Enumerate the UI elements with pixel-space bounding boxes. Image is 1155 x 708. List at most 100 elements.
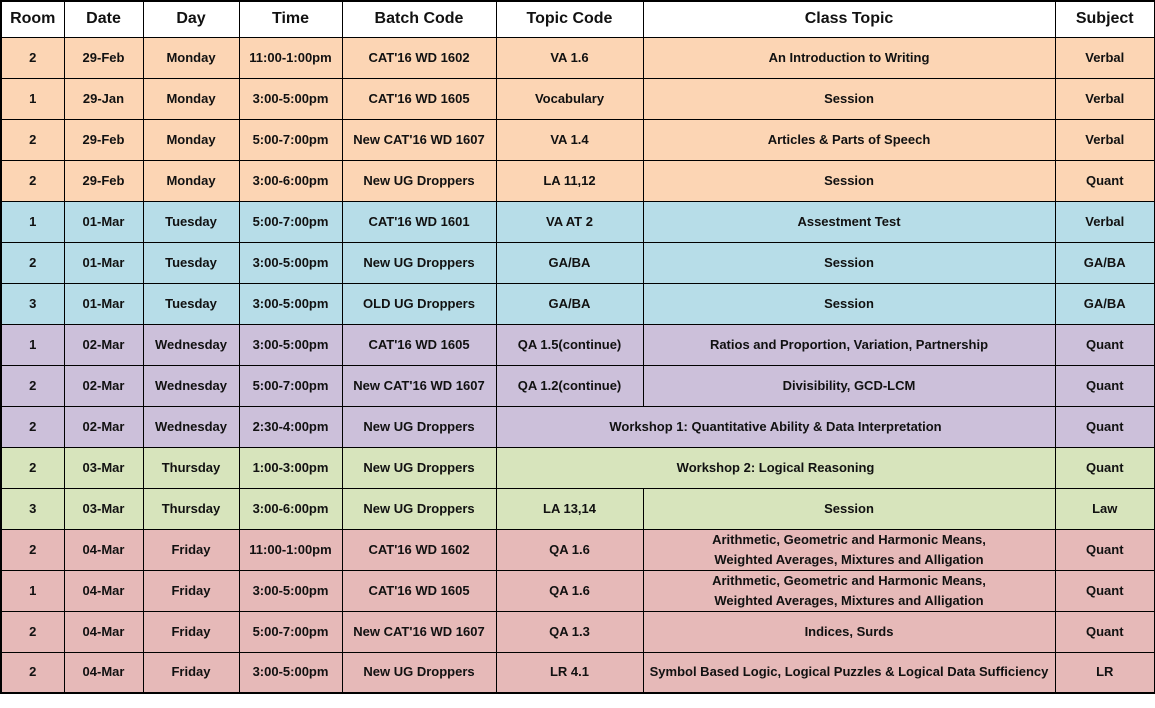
class-topic-cell: Divisibility, GCD-LCM — [642, 364, 1056, 407]
day-cell: Tuesday — [142, 282, 240, 325]
class-topic-line: Ratios and Proportion, Variation, Partne… — [709, 336, 989, 352]
batch-code-cell: New UG Droppers — [341, 487, 497, 530]
batch-code-cell: New UG Droppers — [341, 159, 497, 202]
batch-code-cell: New UG Droppers — [341, 651, 497, 694]
subject-cell: Quant — [1054, 569, 1155, 612]
class-topic-cell: Indices, Surds — [642, 610, 1056, 653]
time-cell: 5:00-7:00pm — [238, 200, 343, 243]
class-topic-line: Weighted Averages, Mixtures and Alligati… — [714, 592, 984, 608]
topic-code-cell: GA/BA — [495, 282, 644, 325]
time-cell: 11:00-1:00pm — [238, 36, 343, 79]
schedule-body: 2 29-Feb Monday 11:00-1:00pm CAT'16 WD 1602 V… — [0, 36, 1155, 694]
table-row: 1 29-Jan Monday 3:00-5:00pm CAT'16 WD 1605 Vo… — [0, 77, 1155, 120]
col-header-room: Room — [0, 0, 65, 38]
class-topic-cell: Articles & Parts of Speech — [642, 118, 1056, 161]
day-cell: Monday — [142, 36, 240, 79]
time-cell: 3:00-6:00pm — [238, 487, 343, 530]
date-cell: 29-Jan — [63, 77, 144, 120]
subject-cell: Verbal — [1054, 36, 1155, 79]
subject-cell: Quant — [1054, 159, 1155, 202]
time-cell: 3:00-6:00pm — [238, 159, 343, 202]
header-row: Room Date Day Time Batch Code Topic Code… — [0, 0, 1155, 38]
room-cell: 2 — [0, 159, 65, 202]
batch-code-cell: CAT'16 WD 1605 — [341, 77, 497, 120]
class-topic-line: Arithmetic, Geometric and Harmonic Means… — [712, 531, 986, 547]
room-cell: 3 — [0, 487, 65, 530]
table-row: 2 01-Mar Tuesday 3:00-5:00pm New UG Droppers… — [0, 241, 1155, 284]
col-header-day: Day — [142, 0, 240, 38]
date-cell: 29-Feb — [63, 118, 144, 161]
day-cell: Friday — [142, 610, 240, 653]
time-cell: 3:00-5:00pm — [238, 651, 343, 694]
class-topic-cell: Session — [642, 282, 1056, 325]
class-topic-line: Weighted Averages, Mixtures and Alligati… — [714, 551, 984, 567]
subject-cell: Quant — [1054, 323, 1155, 366]
date-cell: 02-Mar — [63, 323, 144, 366]
table-row: 3 01-Mar Tuesday 3:00-5:00pm OLD UG Droppers… — [0, 282, 1155, 325]
class-topic-cell: Arithmetic, Geometric and Harmonic Means… — [642, 528, 1056, 571]
batch-code-cell: New CAT'16 WD 1607 — [341, 610, 497, 653]
class-topic-line: Indices, Surds — [804, 623, 894, 639]
batch-code-cell: CAT'16 WD 1602 — [341, 36, 497, 79]
class-topic-cell: Session — [642, 241, 1056, 284]
class-topic-line: Session — [824, 295, 874, 311]
table-row: 2 03-Mar Thursday 1:00-3:00pm New UG Dropper… — [0, 446, 1155, 489]
batch-code-cell: New UG Droppers — [341, 405, 497, 448]
class-topic-cell: Session — [642, 159, 1056, 202]
class-topic-cell: Assestment Test — [642, 200, 1056, 243]
table-row: 1 04-Mar Friday 3:00-5:00pm CAT'16 WD 1605 QA… — [0, 569, 1155, 612]
class-topic-line: Session — [824, 90, 874, 106]
date-cell: 01-Mar — [63, 241, 144, 284]
topic-code-cell: QA 1.5(continue) — [495, 323, 644, 366]
room-cell: 2 — [0, 364, 65, 407]
room-cell: 2 — [0, 610, 65, 653]
table-row: 2 02-Mar Wednesday 5:00-7:00pm New CAT'16 WD… — [0, 364, 1155, 407]
topic-code-cell: VA 1.4 — [495, 118, 644, 161]
subject-cell: Quant — [1054, 528, 1155, 571]
date-cell: 03-Mar — [63, 446, 144, 489]
subject-cell: Quant — [1054, 446, 1155, 489]
class-topic-line: Divisibility, GCD-LCM — [782, 377, 916, 393]
date-cell: 03-Mar — [63, 487, 144, 530]
subject-cell: GA/BA — [1054, 282, 1155, 325]
room-cell: 1 — [0, 200, 65, 243]
class-topic-line: Assestment Test — [797, 213, 901, 229]
batch-code-cell: New UG Droppers — [341, 241, 497, 284]
batch-code-cell: OLD UG Droppers — [341, 282, 497, 325]
class-topic-cell: Workshop 2: Logical Reasoning — [495, 446, 1056, 489]
col-header-time: Time — [238, 0, 343, 38]
date-cell: 04-Mar — [63, 528, 144, 571]
topic-code-cell: QA 1.3 — [495, 610, 644, 653]
class-topic-cell: Session — [642, 487, 1056, 530]
date-cell: 04-Mar — [63, 610, 144, 653]
table-row: 1 02-Mar Wednesday 3:00-5:00pm CAT'16 WD 160… — [0, 323, 1155, 366]
time-cell: 3:00-5:00pm — [238, 282, 343, 325]
table-row: 2 04-Mar Friday 11:00-1:00pm CAT'16 WD 1602 Q… — [0, 528, 1155, 571]
class-topic-cell: An Introduction to Writing — [642, 36, 1056, 79]
col-header-class-topic: Class Topic — [642, 0, 1056, 38]
class-topic-cell: Ratios and Proportion, Variation, Partne… — [642, 323, 1056, 366]
time-cell: 2:30-4:00pm — [238, 405, 343, 448]
table-row: 2 29-Feb Monday 5:00-7:00pm New CAT'16 WD 16… — [0, 118, 1155, 161]
time-cell: 5:00-7:00pm — [238, 118, 343, 161]
date-cell: 04-Mar — [63, 569, 144, 612]
col-header-subject: Subject — [1054, 0, 1155, 38]
topic-code-cell: LA 13,14 — [495, 487, 644, 530]
class-topic-line: Arithmetic, Geometric and Harmonic Means… — [712, 572, 986, 588]
day-cell: Wednesday — [142, 405, 240, 448]
subject-cell: Verbal — [1054, 118, 1155, 161]
day-cell: Thursday — [142, 446, 240, 489]
table-row: 2 29-Feb Monday 3:00-6:00pm New UG Droppers L… — [0, 159, 1155, 202]
batch-code-cell: CAT'16 WD 1601 — [341, 200, 497, 243]
date-cell: 04-Mar — [63, 651, 144, 694]
date-cell: 02-Mar — [63, 405, 144, 448]
day-cell: Monday — [142, 159, 240, 202]
col-header-batch-code: Batch Code — [341, 0, 497, 38]
day-cell: Monday — [142, 118, 240, 161]
room-cell: 2 — [0, 446, 65, 489]
col-header-topic-code: Topic Code — [495, 0, 644, 38]
date-cell: 01-Mar — [63, 282, 144, 325]
class-topic-cell: Session — [642, 77, 1056, 120]
topic-code-cell: Vocabulary — [495, 77, 644, 120]
batch-code-cell: CAT'16 WD 1605 — [341, 323, 497, 366]
